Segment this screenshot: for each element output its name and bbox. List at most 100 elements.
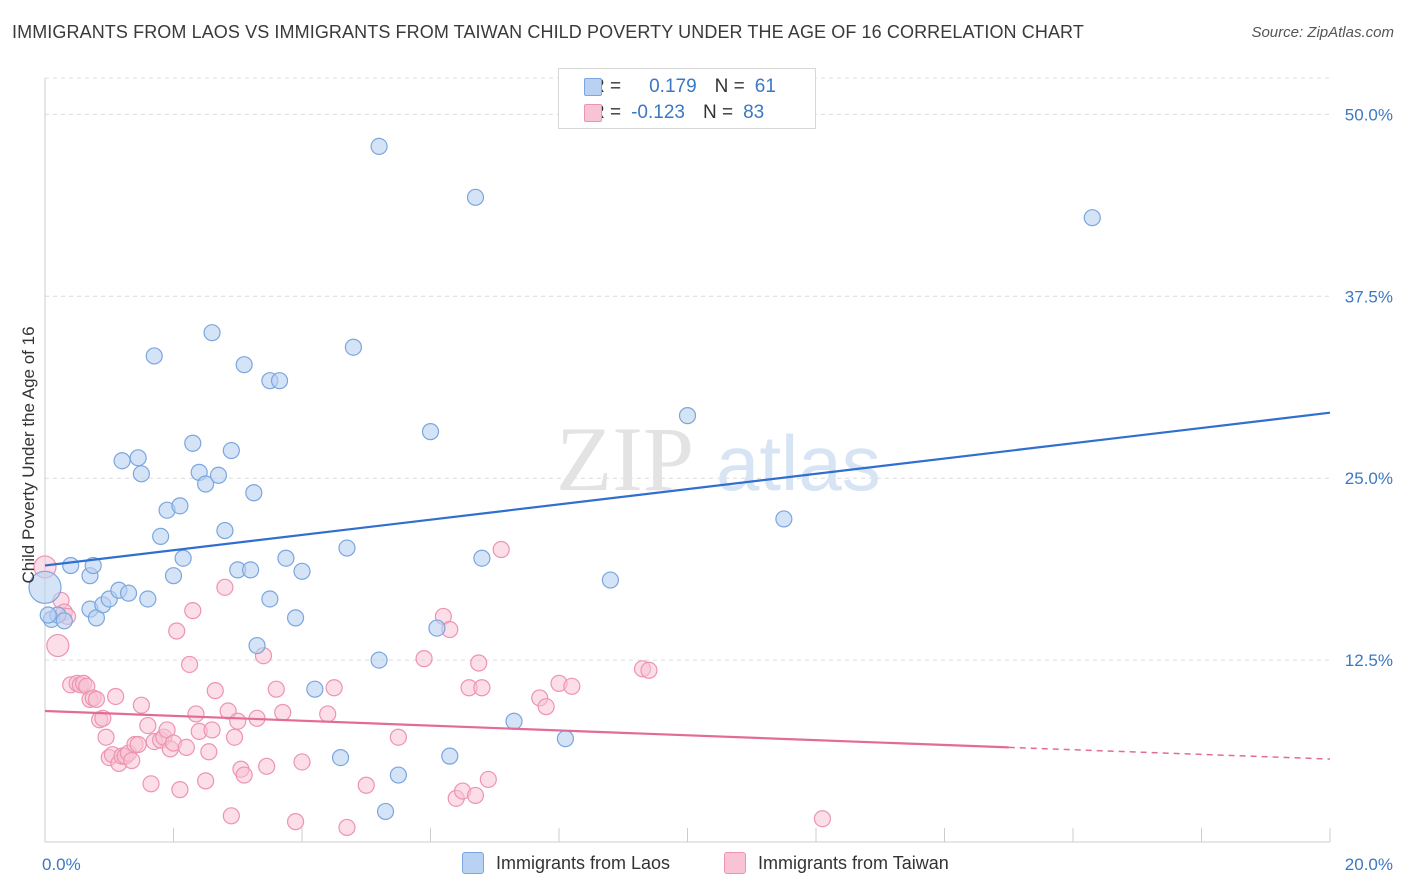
taiwan-swatch (584, 104, 602, 122)
series-laos-points (28, 137, 1101, 821)
taiwan-point (470, 654, 488, 672)
taiwan-point (466, 786, 485, 805)
taiwan-point (132, 696, 150, 714)
legend-laos-swatch (462, 852, 484, 874)
laos-point (28, 570, 62, 604)
taiwan-point (129, 735, 147, 754)
laos-point (164, 567, 183, 585)
laos-point (293, 562, 311, 580)
taiwan-point (267, 680, 285, 698)
x-tick-label-min: 0.0% (42, 855, 81, 874)
laos-point (261, 590, 279, 608)
laos-point (113, 452, 131, 470)
taiwan-point (537, 698, 555, 716)
laos-point (152, 527, 170, 546)
laos-swatch (584, 78, 602, 96)
laos-point (505, 712, 523, 730)
laos-point (145, 347, 163, 365)
laos-point (556, 730, 575, 748)
legend-row-laos: R = 0.179 N = 61 (584, 74, 776, 100)
legend-item-taiwan: Immigrants from Taiwan (724, 852, 949, 874)
taiwan-point (216, 578, 234, 596)
taiwan-n-label: N = (702, 102, 734, 123)
trend-lines (44, 411, 1331, 760)
taiwan-point (180, 655, 199, 674)
laos-n-label: N = (714, 76, 745, 97)
taiwan-point (338, 818, 356, 837)
laos-point (428, 619, 446, 637)
taiwan-point (171, 781, 189, 799)
laos-point (306, 680, 324, 698)
laos-point (286, 609, 305, 627)
laos-point (277, 549, 295, 567)
y-axis-label: Child Poverty Under the Age of 16 (19, 326, 38, 583)
laos-point (421, 423, 440, 441)
laos-point (338, 539, 356, 557)
watermark: ZIP atlas (556, 408, 881, 510)
laos-trend-line (44, 411, 1331, 567)
source-label: Source: ZipAtlas.com (1251, 24, 1394, 41)
laos-point (331, 748, 350, 767)
taiwan-trend-extension (1008, 746, 1331, 760)
taiwan-point (389, 728, 407, 746)
taiwan-point (87, 690, 106, 708)
laos-point (235, 356, 253, 374)
taiwan-point (286, 813, 305, 831)
taiwan-point (492, 540, 510, 559)
laos-point (389, 766, 407, 784)
laos-point (1083, 209, 1101, 227)
laos-r-value: 0.179 (649, 76, 697, 97)
y-tick-label: 25.0% (1345, 469, 1393, 488)
laos-point (119, 584, 138, 602)
taiwan-point (200, 743, 218, 761)
laos-point (129, 449, 147, 467)
taiwan-point (229, 712, 247, 730)
laos-point (216, 521, 234, 540)
laos-point (62, 556, 80, 575)
legend-row-taiwan: R = -0.123 N = 83 (584, 100, 764, 126)
laos-point (678, 407, 697, 425)
taiwan-point (235, 766, 253, 784)
laos-point (775, 510, 793, 528)
laos-point (171, 497, 189, 515)
x-tick-label-max: 20.0% (1345, 855, 1393, 874)
taiwan-point (187, 705, 205, 723)
taiwan-point (274, 703, 292, 722)
laos-point (84, 556, 102, 575)
taiwan-point (142, 775, 160, 793)
taiwan-r-value: -0.123 (631, 102, 685, 123)
taiwan-point (123, 751, 141, 770)
taiwan-point (813, 810, 832, 828)
laos-point (248, 636, 266, 655)
laos-point (370, 651, 388, 669)
taiwan-point (168, 622, 186, 640)
taiwan-point (640, 661, 658, 679)
taiwan-point (258, 757, 276, 775)
taiwan-point (97, 728, 115, 746)
taiwan-point (357, 776, 375, 794)
laos-point (245, 484, 263, 502)
y-tick-label: 50.0% (1345, 105, 1393, 124)
laos-point (197, 475, 215, 493)
legend-taiwan-swatch (724, 852, 746, 874)
laos-point (370, 137, 388, 155)
laos-point (209, 466, 228, 484)
axes (44, 78, 1331, 843)
laos-n-value: 61 (754, 76, 776, 97)
laos-point (184, 434, 202, 452)
laos-point (441, 747, 459, 765)
laos-point (39, 606, 57, 624)
laos-point (473, 549, 491, 567)
taiwan-point (563, 677, 581, 695)
laos-point (466, 188, 485, 206)
laos-point (132, 465, 150, 483)
taiwan-point (319, 705, 337, 723)
watermark-zip: ZIP (556, 408, 694, 510)
taiwan-point (184, 602, 202, 620)
series-taiwan-points (33, 540, 832, 837)
laos-point (174, 549, 192, 567)
taiwan-point (197, 772, 215, 790)
taiwan-point (203, 721, 221, 739)
laos-point (270, 372, 289, 390)
tick-labels: 12.5% 25.0% 37.5% 50.0% 0.0% 20.0% (42, 105, 1393, 874)
